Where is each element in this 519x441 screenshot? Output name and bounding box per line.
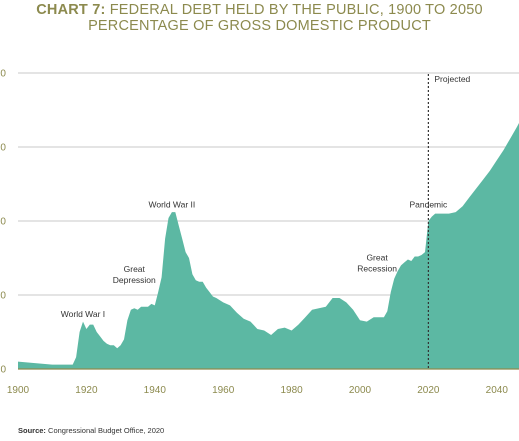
debt-area [18, 122, 519, 369]
y-tick-label: 100 [0, 217, 6, 228]
y-tick-label: 150 [0, 143, 6, 154]
chart-title-text: FEDERAL DEBT HELD BY THE PUBLIC, 1900 TO… [109, 2, 483, 18]
x-tick-label: 2040 [486, 385, 509, 396]
chart-title: CHART 7: FEDERAL DEBT HELD BY THE PUBLIC… [0, 2, 519, 18]
annotation-ww1: World War I [61, 309, 105, 319]
chart-subtitle: PERCENTAGE OF GROSS DOMESTIC PRODUCT [88, 18, 431, 34]
x-tick-label: 1940 [144, 385, 167, 396]
x-tick-label: 1960 [212, 385, 235, 396]
annotation-ww2: World War II [149, 200, 196, 210]
y-tick-labels: 0 50 100 150 200 [0, 69, 6, 376]
chart-number: CHART 7: [36, 2, 106, 18]
source-note: Source: Congressional Budget Office, 202… [18, 426, 164, 435]
y-tick-label: 0 [0, 365, 6, 376]
y-tick-label: 200 [0, 69, 6, 80]
y-tick-label: 50 [0, 291, 6, 302]
annotation-line: Depression [113, 275, 156, 285]
annotation-pandemic: Pandemic [409, 200, 448, 210]
annotation-line: Great [124, 264, 146, 274]
annotation-line: Recession [357, 263, 397, 273]
x-tick-label: 2000 [349, 385, 372, 396]
annotation-line: Pandemic [409, 200, 448, 210]
annotation-line: Great [366, 252, 388, 262]
source-label: Source: [18, 426, 46, 435]
annotation-line: World War I [61, 309, 105, 319]
x-tick-labels: 1900 1920 1940 1960 1980 2000 2020 2040 [7, 385, 508, 396]
x-tick-label: 1900 [7, 385, 30, 396]
x-tick-label: 2020 [417, 385, 440, 396]
x-tick-label: 1920 [75, 385, 98, 396]
source-text: Congressional Budget Office, 2020 [48, 426, 165, 435]
projection-label: Projected [434, 74, 470, 84]
annotation-line: World War II [149, 200, 196, 210]
x-tick-label: 1980 [280, 385, 303, 396]
